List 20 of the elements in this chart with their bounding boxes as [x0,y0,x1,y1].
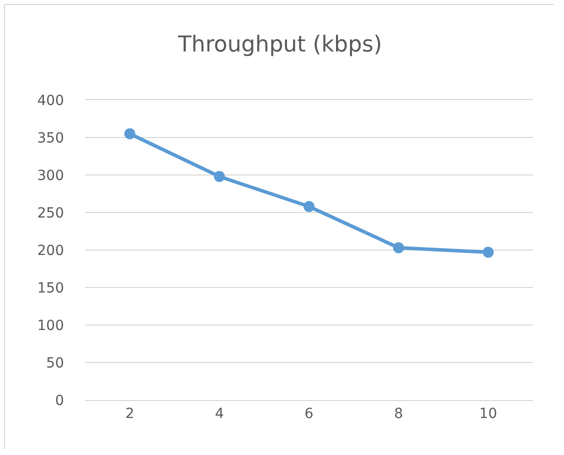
point [393,242,404,254]
chart-title: Throughput (kbps) [176,32,382,58]
y-tick-label: 350 [37,130,64,146]
y-tick-label: 300 [37,168,64,184]
y-tick-label: 50 [46,355,64,372]
point [214,171,225,182]
x-tick-label: 4 [214,406,224,422]
x-tick-label: 10 [479,406,498,422]
y-tick-label: 400 [37,92,64,109]
x-tick-label: 6 [304,406,314,422]
point [304,201,314,212]
x-tick-label: 8 [394,406,404,422]
x-tick-label: 2 [125,406,134,422]
y-tick-label: 250 [37,205,64,222]
y-tick-label: 150 [37,280,64,296]
point [482,246,494,258]
y-tick-label: 200 [37,242,64,259]
y-tick-label: 0 [55,392,64,409]
point [124,128,136,140]
y-tick-label: 100 [37,318,64,334]
